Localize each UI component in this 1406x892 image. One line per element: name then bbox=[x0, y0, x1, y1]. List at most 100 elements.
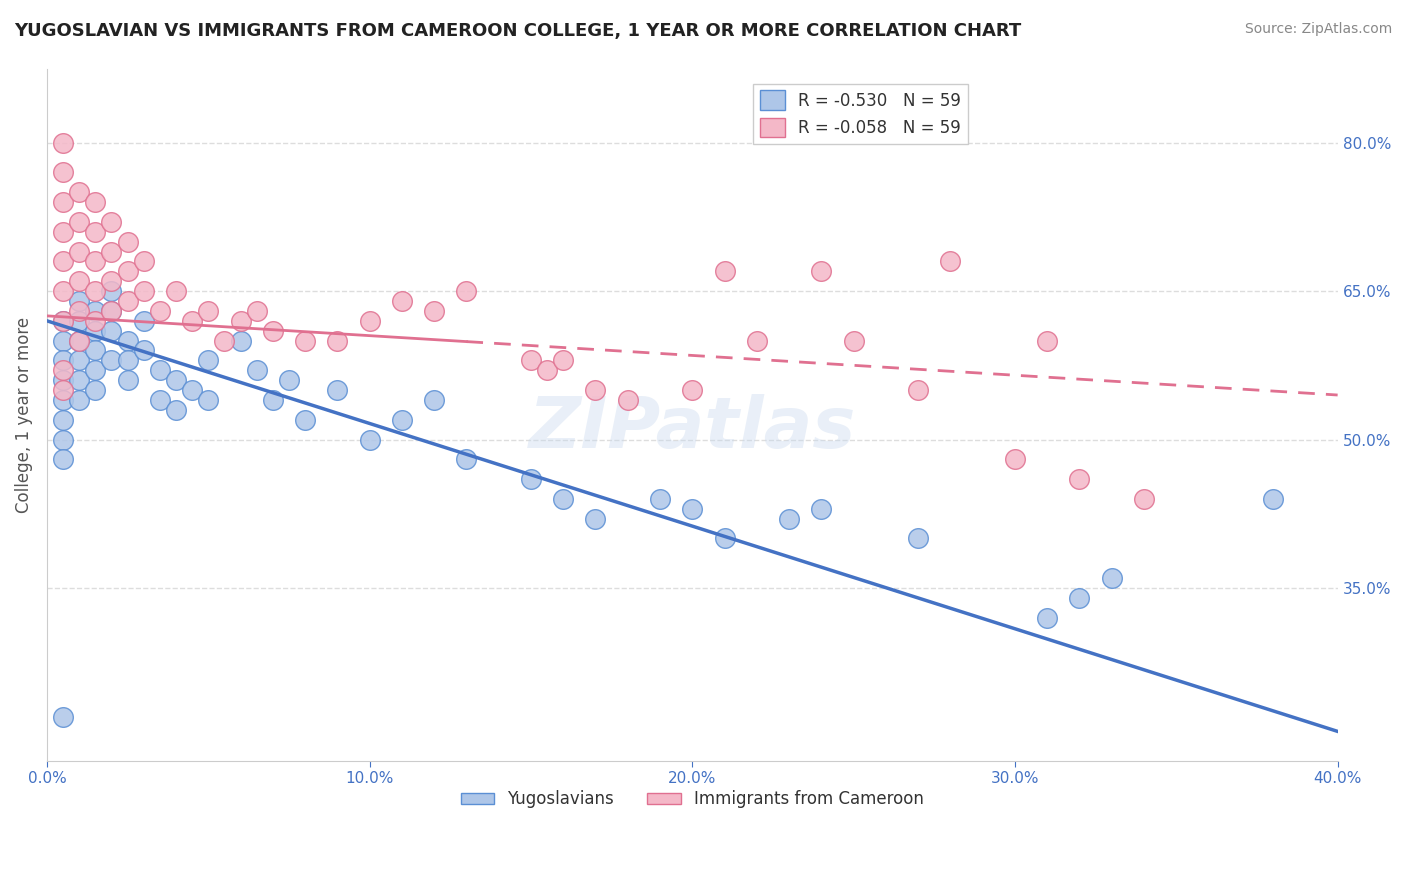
Point bbox=[326, 383, 349, 397]
Point bbox=[536, 363, 558, 377]
Point bbox=[52, 136, 75, 150]
Point bbox=[67, 215, 90, 229]
Point bbox=[132, 343, 155, 358]
Point bbox=[117, 264, 139, 278]
Point bbox=[520, 353, 543, 368]
Point bbox=[52, 314, 75, 328]
Point bbox=[149, 363, 172, 377]
Point bbox=[67, 185, 90, 199]
Point bbox=[52, 392, 75, 407]
Point bbox=[197, 304, 219, 318]
Point bbox=[52, 165, 75, 179]
Point bbox=[359, 433, 381, 447]
Point bbox=[907, 383, 929, 397]
Point bbox=[165, 373, 187, 387]
Point bbox=[67, 334, 90, 348]
Point bbox=[52, 383, 75, 397]
Point bbox=[294, 334, 316, 348]
Text: ZIPatlas: ZIPatlas bbox=[529, 394, 856, 463]
Point bbox=[197, 392, 219, 407]
Point bbox=[1004, 452, 1026, 467]
Point bbox=[456, 452, 478, 467]
Point bbox=[84, 324, 107, 338]
Point bbox=[100, 284, 122, 298]
Point bbox=[132, 284, 155, 298]
Text: YUGOSLAVIAN VS IMMIGRANTS FROM CAMEROON COLLEGE, 1 YEAR OR MORE CORRELATION CHAR: YUGOSLAVIAN VS IMMIGRANTS FROM CAMEROON … bbox=[14, 22, 1021, 40]
Point bbox=[246, 363, 269, 377]
Point bbox=[100, 324, 122, 338]
Point bbox=[117, 293, 139, 308]
Point bbox=[277, 373, 299, 387]
Point bbox=[100, 215, 122, 229]
Text: Source: ZipAtlas.com: Source: ZipAtlas.com bbox=[1244, 22, 1392, 37]
Point bbox=[294, 413, 316, 427]
Point bbox=[1261, 491, 1284, 506]
Point bbox=[423, 304, 446, 318]
Point bbox=[745, 334, 768, 348]
Point bbox=[100, 304, 122, 318]
Point bbox=[165, 402, 187, 417]
Point bbox=[391, 293, 413, 308]
Point bbox=[262, 392, 284, 407]
Point bbox=[391, 413, 413, 427]
Point bbox=[132, 314, 155, 328]
Point bbox=[67, 392, 90, 407]
Point bbox=[84, 304, 107, 318]
Point bbox=[810, 264, 832, 278]
Point bbox=[52, 353, 75, 368]
Point bbox=[100, 244, 122, 259]
Point bbox=[117, 373, 139, 387]
Point bbox=[648, 491, 671, 506]
Point bbox=[229, 334, 252, 348]
Point bbox=[52, 373, 75, 387]
Point bbox=[67, 293, 90, 308]
Point bbox=[778, 511, 800, 525]
Point bbox=[681, 501, 703, 516]
Point bbox=[67, 304, 90, 318]
Point bbox=[553, 491, 575, 506]
Point bbox=[1069, 472, 1091, 486]
Point bbox=[84, 314, 107, 328]
Point bbox=[132, 254, 155, 268]
Point bbox=[214, 334, 236, 348]
Point bbox=[52, 363, 75, 377]
Point bbox=[907, 532, 929, 546]
Point bbox=[585, 511, 607, 525]
Point bbox=[67, 274, 90, 288]
Point bbox=[52, 709, 75, 723]
Point bbox=[616, 392, 638, 407]
Point bbox=[423, 392, 446, 407]
Point bbox=[1133, 491, 1156, 506]
Point bbox=[117, 353, 139, 368]
Point bbox=[553, 353, 575, 368]
Point bbox=[100, 353, 122, 368]
Point bbox=[52, 225, 75, 239]
Point bbox=[52, 433, 75, 447]
Point bbox=[117, 334, 139, 348]
Point bbox=[810, 501, 832, 516]
Point bbox=[84, 363, 107, 377]
Point bbox=[1036, 334, 1059, 348]
Point bbox=[939, 254, 962, 268]
Point bbox=[246, 304, 269, 318]
Legend: Yugoslavians, Immigrants from Cameroon: Yugoslavians, Immigrants from Cameroon bbox=[454, 784, 931, 815]
Point bbox=[326, 334, 349, 348]
Point bbox=[456, 284, 478, 298]
Point bbox=[681, 383, 703, 397]
Point bbox=[149, 304, 172, 318]
Point bbox=[181, 314, 204, 328]
Point bbox=[67, 244, 90, 259]
Point bbox=[585, 383, 607, 397]
Point bbox=[713, 532, 735, 546]
Point bbox=[1069, 591, 1091, 605]
Point bbox=[229, 314, 252, 328]
Point bbox=[84, 195, 107, 210]
Point bbox=[1101, 571, 1123, 585]
Point bbox=[84, 225, 107, 239]
Point bbox=[842, 334, 865, 348]
Point bbox=[117, 235, 139, 249]
Point bbox=[52, 452, 75, 467]
Point bbox=[197, 353, 219, 368]
Point bbox=[52, 254, 75, 268]
Point bbox=[165, 284, 187, 298]
